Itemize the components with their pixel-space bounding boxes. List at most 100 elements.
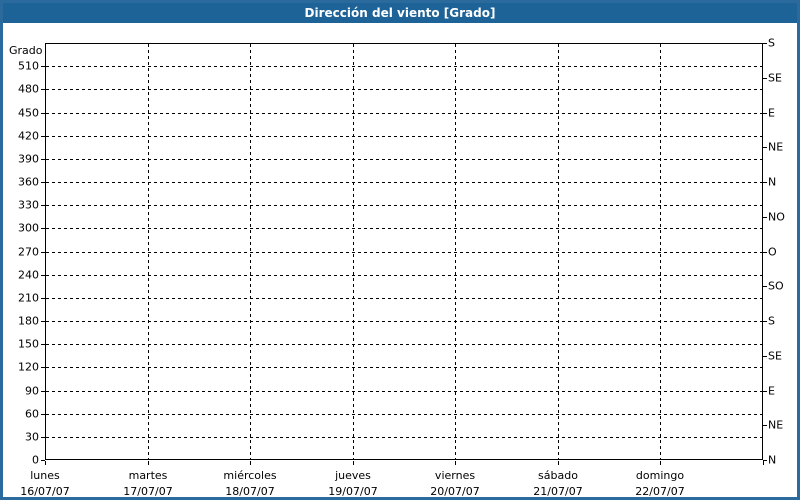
x-axis-tick (148, 461, 149, 465)
h-gridline (46, 159, 762, 160)
y-axis-tick (41, 252, 45, 253)
y-axis-tick (41, 113, 45, 114)
right-axis-tick (763, 43, 767, 44)
plot-area (45, 43, 763, 460)
right-axis-tick (763, 147, 767, 148)
x-axis-tick (660, 461, 661, 465)
h-gridline (46, 182, 762, 183)
h-gridline (46, 298, 762, 299)
y-axis-tick-label: 330 (18, 198, 39, 212)
right-axis-label: SE (768, 349, 782, 363)
right-axis-tick (763, 113, 767, 114)
right-axis-label: NO (768, 210, 785, 224)
y-axis-tick (41, 275, 45, 276)
h-gridline (46, 391, 762, 392)
y-axis-tick-label: 480 (18, 82, 39, 96)
h-gridline (46, 66, 762, 67)
date-label: 17/07/07 (123, 485, 173, 498)
h-gridline (46, 367, 762, 368)
y-axis-title: Grado (9, 44, 43, 57)
right-axis-tick (763, 78, 767, 79)
y-axis-tick-label: 270 (18, 245, 39, 259)
y-axis-tick (41, 228, 45, 229)
right-axis-label: NE (768, 140, 784, 154)
y-axis-tick-label: 240 (18, 268, 39, 282)
h-gridline (46, 252, 762, 253)
x-axis-tick (558, 461, 559, 465)
x-axis-tick (763, 461, 764, 465)
y-axis-tick (41, 344, 45, 345)
y-axis-tick (41, 437, 45, 438)
y-axis-tick-label: 60 (25, 407, 39, 421)
y-axis-tick (41, 391, 45, 392)
chart-title-bar: Dirección del viento [Grado] (3, 3, 797, 23)
right-axis-tick (763, 182, 767, 183)
date-label: 19/07/07 (328, 485, 378, 498)
y-axis-tick-label: 0 (32, 453, 39, 467)
h-gridline (46, 437, 762, 438)
right-axis-tick (763, 460, 767, 461)
y-axis-tick-label: 450 (18, 106, 39, 120)
day-label: viernes (434, 469, 476, 482)
chart-title: Dirección del viento [Grado] (304, 6, 496, 20)
h-gridline (46, 228, 762, 229)
right-axis-tick (763, 321, 767, 322)
h-gridline (46, 89, 762, 90)
y-axis-tick-label: 210 (18, 291, 39, 305)
x-axis-tick (455, 461, 456, 465)
y-axis-tick-label: 510 (18, 59, 39, 73)
right-axis-label: S (768, 36, 775, 50)
y-axis-tick (41, 89, 45, 90)
y-axis-tick-label: 300 (18, 221, 39, 235)
right-axis-label: N (768, 453, 777, 467)
h-gridline (46, 275, 762, 276)
h-gridline (46, 136, 762, 137)
y-axis-tick (41, 205, 45, 206)
date-label: 20/07/07 (430, 485, 480, 498)
right-axis-tick (763, 356, 767, 357)
y-axis-tick (41, 298, 45, 299)
y-axis-tick (41, 321, 45, 322)
x-axis-tick (250, 461, 251, 465)
right-axis-label: SO (768, 279, 784, 293)
y-axis-tick-label: 30 (25, 430, 39, 444)
y-axis-tick-label: 120 (18, 360, 39, 374)
right-axis-tick (763, 425, 767, 426)
y-axis-tick (41, 367, 45, 368)
day-label: miércoles (223, 469, 277, 482)
right-axis-tick (763, 391, 767, 392)
v-gridline (455, 44, 456, 459)
date-label: 21/07/07 (533, 485, 583, 498)
h-gridline (46, 113, 762, 114)
right-axis-label: SE (768, 71, 782, 85)
right-axis-label: E (768, 384, 775, 398)
y-axis-tick (41, 460, 45, 461)
y-axis-tick (41, 159, 45, 160)
y-axis-tick-label: 390 (18, 152, 39, 166)
right-axis-label: NE (768, 418, 784, 432)
v-gridline (558, 44, 559, 459)
h-gridline (46, 205, 762, 206)
day-label: lunes (30, 469, 60, 482)
y-axis-tick-label: 90 (25, 384, 39, 398)
h-gridline (46, 344, 762, 345)
x-axis-tick (353, 461, 354, 465)
v-gridline (660, 44, 661, 459)
date-label: 16/07/07 (20, 485, 70, 498)
h-gridline (46, 321, 762, 322)
right-axis-tick (763, 217, 767, 218)
right-axis-tick (763, 252, 767, 253)
right-axis-label: N (768, 175, 777, 189)
right-axis-tick (763, 286, 767, 287)
v-gridline (353, 44, 354, 459)
y-axis-tick-label: 420 (18, 129, 39, 143)
y-axis-tick (41, 66, 45, 67)
right-axis-label: E (768, 106, 775, 120)
y-axis-tick (41, 136, 45, 137)
day-label: sábado (538, 469, 578, 482)
v-gridline (148, 44, 149, 459)
v-gridline (250, 44, 251, 459)
y-axis-tick-label: 150 (18, 337, 39, 351)
right-axis-label: O (768, 245, 777, 259)
